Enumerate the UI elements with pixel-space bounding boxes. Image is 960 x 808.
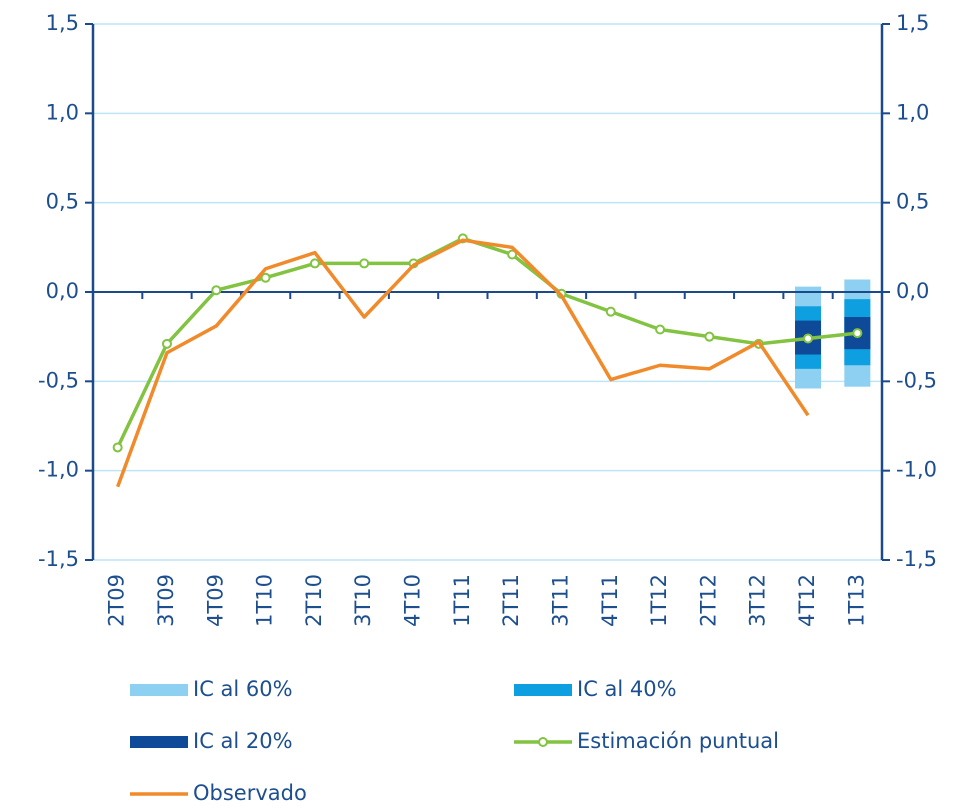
legend-swatch bbox=[514, 684, 572, 696]
x-tick-label: 2T10 bbox=[302, 574, 326, 627]
x-tick-label: 3T12 bbox=[746, 574, 770, 627]
line bbox=[116, 238, 810, 488]
legend-swatch bbox=[130, 736, 188, 748]
x-tick-label: 4T09 bbox=[203, 574, 227, 627]
y2-tick-label: -0,5 bbox=[896, 368, 937, 392]
marker bbox=[655, 324, 666, 335]
marker bbox=[112, 442, 123, 453]
x-tick-label: 2T11 bbox=[499, 574, 523, 627]
legend-label: IC al 60% bbox=[193, 677, 293, 701]
marker bbox=[309, 258, 320, 269]
y-tick-label: 1,0 bbox=[46, 100, 79, 124]
marker bbox=[605, 306, 616, 317]
marker bbox=[260, 272, 271, 283]
legend-label: IC al 40% bbox=[577, 677, 677, 701]
line bbox=[116, 236, 858, 449]
y2-tick-label: 1,0 bbox=[896, 100, 929, 124]
legend-label: Estimación puntual bbox=[577, 729, 779, 753]
legend-label: Observado bbox=[193, 781, 307, 804]
x-tick-label: 1T11 bbox=[450, 574, 474, 627]
y2-tick-label: 0,5 bbox=[896, 190, 929, 214]
y2-tick-label: 0,0 bbox=[896, 279, 929, 303]
y2-tick-label: -1,0 bbox=[896, 458, 937, 482]
x-tick-label: 2T12 bbox=[696, 574, 720, 627]
x-tick-label: 4T10 bbox=[401, 574, 425, 627]
y2-tick-label: -1,5 bbox=[896, 547, 937, 571]
x-tick-label: 1T12 bbox=[647, 574, 671, 627]
y-tick-label: 0,5 bbox=[46, 190, 79, 214]
y-tick-label: -1,0 bbox=[38, 458, 79, 482]
y-tick-label: 1,5 bbox=[46, 11, 79, 35]
marker bbox=[211, 285, 222, 296]
x-tick-label: 4T11 bbox=[598, 574, 622, 627]
x-tick-label: 1T13 bbox=[844, 574, 868, 627]
x-tick-label: 4T12 bbox=[795, 574, 819, 627]
x-tick-label: 1T10 bbox=[253, 574, 277, 627]
marker bbox=[507, 249, 518, 260]
y-tick-label: 0,0 bbox=[46, 279, 79, 303]
marker bbox=[803, 333, 814, 344]
marker bbox=[704, 331, 715, 342]
x-tick-label: 3T10 bbox=[351, 574, 375, 627]
y-tick-label: -0,5 bbox=[38, 368, 79, 392]
y2-tick-label: 1,5 bbox=[896, 11, 929, 35]
x-tick-label: 3T11 bbox=[548, 574, 572, 627]
legend-label: IC al 20% bbox=[193, 729, 293, 753]
x-tick-label: 2T09 bbox=[105, 574, 129, 627]
marker bbox=[161, 338, 172, 349]
legend-swatch bbox=[130, 684, 188, 696]
y-tick-label: -1,5 bbox=[38, 547, 79, 571]
marker bbox=[852, 328, 863, 339]
legend-marker bbox=[538, 737, 548, 747]
marker bbox=[359, 258, 370, 269]
x-tick-label: 3T09 bbox=[154, 574, 178, 627]
